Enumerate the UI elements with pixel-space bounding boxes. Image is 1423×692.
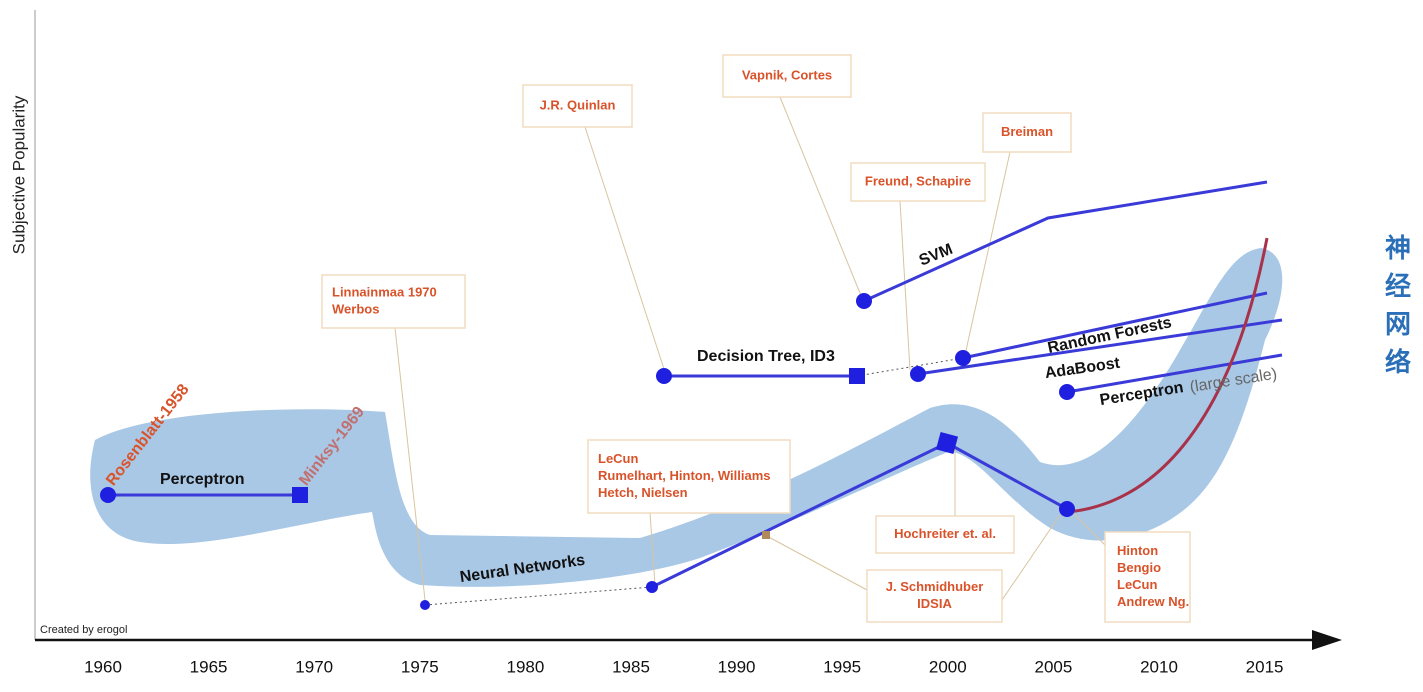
x-tick-label: 1960 [84,657,122,676]
x-tick-label: 1970 [295,657,333,676]
note-box [321,274,466,329]
note-text: IDSIA [917,596,952,611]
x-tick-label: 1980 [506,657,544,676]
ada-line [917,318,1283,376]
side-char: 经 [1385,271,1411,301]
marker [935,431,959,455]
note: Linnainmaa 1970 Werbos [321,274,466,329]
note-text: Rumelhart, Hinton, Williams [598,468,771,483]
note-box [522,84,633,128]
pls-line [1066,353,1283,394]
note: Breiman [982,112,1072,153]
leader [964,151,1011,356]
leader [899,200,911,371]
note-text: Linnainmaa 1970 [332,284,437,299]
x-tick-label: 1975 [401,657,439,676]
marker [856,293,872,309]
marker [420,600,430,610]
note-box [982,112,1072,153]
credit: Created by erogol [40,624,127,636]
marker [292,487,308,503]
note-box [587,439,791,514]
note-text: Bengio [1117,560,1161,575]
x-tick-label: 2010 [1140,657,1178,676]
note-text: Breiman [1001,124,1053,139]
leader-lines [394,96,1106,601]
line-label: AdaBoost [1044,355,1122,382]
marker [762,531,770,539]
note-text: J.R. Quinlan [540,97,616,112]
note-box [866,569,1003,623]
rf-line [962,291,1268,360]
x-tick-label: 1985 [612,657,650,676]
marker [100,487,116,503]
note-text: Hochreiter et. al. [894,526,996,541]
note: LeCun Rumelhart, Hinton, Williams Hetch, N… [587,439,791,514]
note-box [875,515,1015,554]
note: Vapnik, Cortes [722,54,852,98]
note-text: Freund, Schapire [865,173,971,188]
marker [910,366,926,382]
x-tick-label: 2015 [1246,657,1284,676]
x-axis-arrow [1312,630,1342,650]
marker [656,368,672,384]
note: Hinton Bengio LeCun Andrew Ng. [1104,531,1191,623]
note: J. Schmidhuber IDSIA [866,569,1003,623]
dotted-line [424,586,653,606]
side-char: 神 [1385,233,1411,263]
y-axis-label: Subjective Popularity [9,95,28,254]
marker [1059,384,1075,400]
x-tick-label: 2000 [929,657,967,676]
x-tick-label: 1965 [190,657,228,676]
side-char: 络 [1385,347,1411,377]
note-text: J. Schmidhuber [886,579,984,594]
note-text: Werbos [332,301,379,316]
deep-learning-curve [1066,237,1269,514]
leader [649,512,656,586]
leader [1001,511,1063,601]
side-char: 网 [1385,309,1411,339]
note-box [722,54,852,98]
leader [1069,509,1106,546]
note-text: Hetch, Nielsen [598,485,688,500]
leader [764,534,868,591]
note-box [1104,531,1191,623]
marker [1059,501,1075,517]
note-text: Hinton [1117,543,1158,558]
note-box [850,162,986,202]
note: Hochreiter et. al. [875,515,1015,554]
note-text: Andrew Ng. [1117,594,1189,609]
line-label: SVM [917,241,956,270]
note: J.R. Quinlan [522,84,633,128]
x-ticks: 1960 1965 1970 1975 1980 1985 1990 1995 2000 2005… [84,657,1283,676]
line-label: Decision Tree, ID3 [697,348,835,365]
leader [394,327,426,601]
marker [955,350,971,366]
leader [779,96,863,299]
x-tick-label: 1995 [823,657,861,676]
notes: Linnainmaa 1970 Werbos J.R. Quinlan Vapnik,… [321,54,1191,623]
x-tick-label: 1990 [718,657,756,676]
marker [646,581,658,593]
note-text: Vapnik, Cortes [742,67,832,82]
note-text: LeCun [1117,577,1158,592]
svm-line [863,180,1268,303]
line-label: Perceptron [160,471,244,488]
leader [584,126,666,373]
note-text: LeCun [598,451,639,466]
marker [849,368,865,384]
popularity-band [90,248,1283,587]
trend-lines [100,180,1283,610]
note: Freund, Schapire [850,162,986,202]
x-tick-label: 2005 [1034,657,1072,676]
line-label: Random Forests [1046,314,1173,357]
axes [34,10,1342,650]
